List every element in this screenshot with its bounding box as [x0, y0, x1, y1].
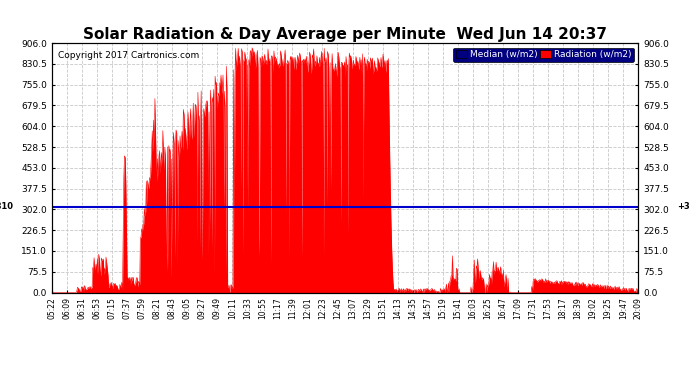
Legend: Median (w/m2), Radiation (w/m2): Median (w/m2), Radiation (w/m2): [453, 48, 633, 62]
Text: +310.810: +310.810: [0, 202, 13, 211]
Text: Copyright 2017 Cartronics.com: Copyright 2017 Cartronics.com: [58, 51, 199, 60]
Text: +310.810: +310.810: [677, 202, 690, 211]
Title: Solar Radiation & Day Average per Minute  Wed Jun 14 20:37: Solar Radiation & Day Average per Minute…: [83, 27, 607, 42]
